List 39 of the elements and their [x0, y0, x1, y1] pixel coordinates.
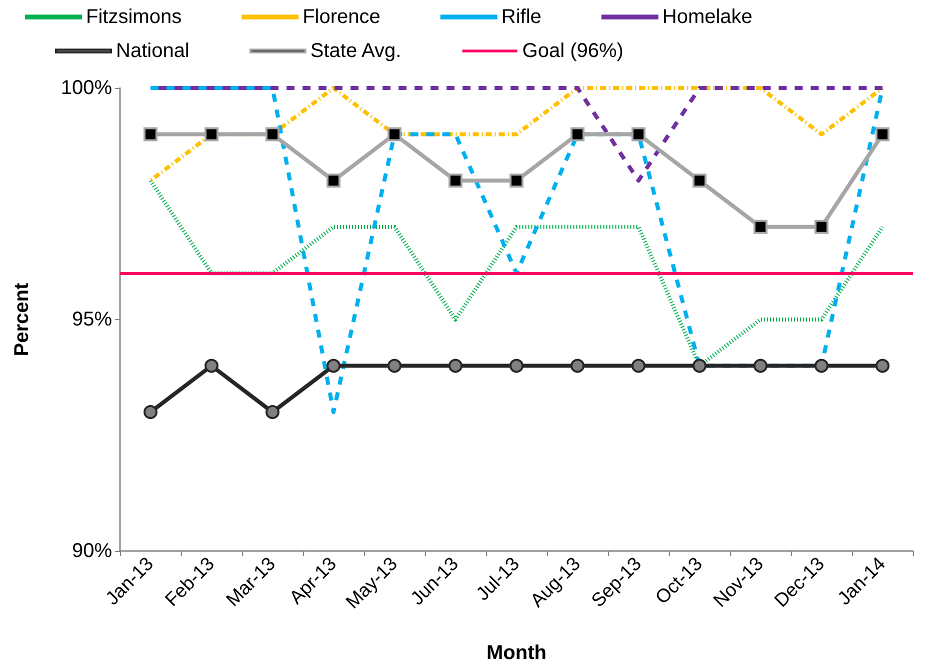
legend-label: State Avg. [310, 40, 402, 62]
x-axis-title: Month [486, 642, 546, 664]
point [144, 405, 158, 420]
point [510, 174, 524, 188]
point [144, 127, 158, 142]
point [326, 174, 340, 188]
y-tick-label: 95% [72, 308, 112, 330]
legend-label: Rifle [501, 6, 542, 28]
point [632, 358, 646, 373]
point [204, 358, 218, 373]
point [814, 220, 828, 234]
point [448, 358, 462, 373]
point [448, 174, 462, 188]
point [814, 358, 828, 373]
point [692, 174, 706, 188]
point [632, 127, 646, 142]
point [204, 127, 218, 142]
y-axis-title: Percent [11, 282, 33, 356]
point [692, 358, 706, 373]
legend-label: Fitzsimons [86, 6, 182, 28]
y-tick-label: 100% [60, 77, 112, 99]
point [388, 358, 402, 373]
point [510, 358, 524, 373]
point [754, 358, 768, 373]
point [266, 127, 280, 142]
point [754, 220, 768, 234]
legend-label: Goal (96%) [522, 40, 624, 62]
point [266, 405, 280, 420]
legend-label: National [116, 40, 190, 62]
point [388, 127, 402, 142]
point [570, 127, 584, 142]
point [876, 358, 890, 373]
point [876, 127, 890, 142]
point [570, 358, 584, 373]
y-tick-label: 90% [72, 540, 112, 562]
line-series [148, 86, 884, 414]
point [326, 358, 340, 373]
legend-label: Florence [302, 6, 380, 28]
legend-label: Homelake [662, 6, 752, 28]
